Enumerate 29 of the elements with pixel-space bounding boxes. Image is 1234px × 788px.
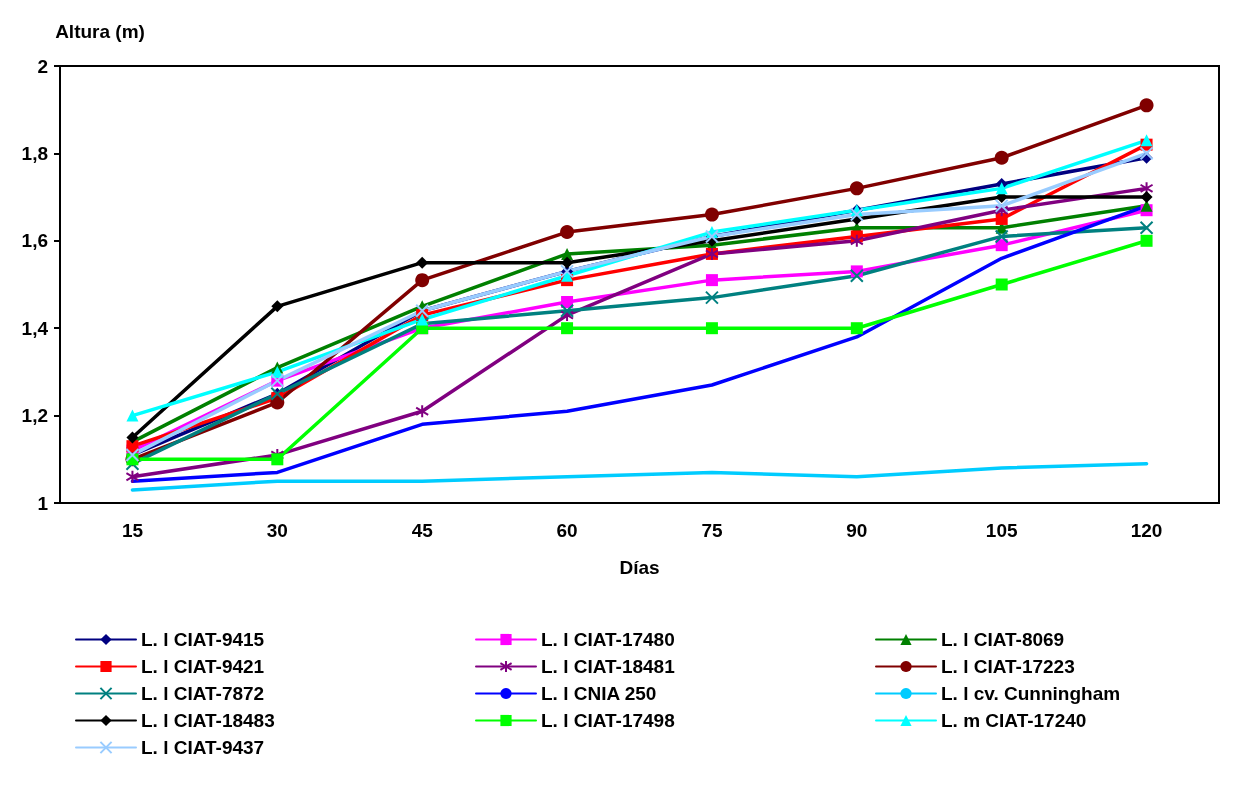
x-tick-label: 45 xyxy=(411,520,434,541)
legend-label: L. l CIAT-17498 xyxy=(541,710,675,731)
y-tick-label: 1,2 xyxy=(21,405,48,427)
legend-label: L. l CIAT-9415 xyxy=(141,629,265,650)
x-tick-label: 60 xyxy=(556,520,578,541)
legend-label: L. l cv. Cunningham xyxy=(941,683,1121,704)
x-tick-label: 105 xyxy=(985,520,1018,541)
legend-label: L. l CIAT-9437 xyxy=(141,737,265,758)
legend-label: L. m CIAT-17240 xyxy=(941,710,1087,731)
x-tick-label: 15 xyxy=(121,520,144,541)
legend-label: L. l CIAT-17223 xyxy=(941,656,1075,677)
legend-label: L. l CIAT-9421 xyxy=(141,656,265,677)
y-tick-label: 1,8 xyxy=(21,142,48,164)
legend-label: L. l CIAT-18481 xyxy=(541,656,676,677)
legend-label: L. l CIAT-17480 xyxy=(541,629,675,650)
x-tick-label: 30 xyxy=(266,520,288,541)
y-tick-label: 2 xyxy=(37,55,48,77)
x-tick-label: 90 xyxy=(846,520,868,541)
legend-label: L. l CIAT-8069 xyxy=(941,629,1065,650)
x-tick-label: 75 xyxy=(701,520,723,541)
legend-label: L. l CIAT-7872 xyxy=(141,683,265,704)
legend-label: L. l CNIA 250 xyxy=(541,683,657,704)
y-axis-title: Altura (m) xyxy=(55,21,145,42)
x-axis-title: Días xyxy=(619,557,660,578)
y-tick-label: 1 xyxy=(37,492,49,514)
y-tick-label: 1,4 xyxy=(21,317,49,339)
x-tick-label: 120 xyxy=(1130,520,1163,541)
legend-label: L. l CIAT-18483 xyxy=(141,710,275,731)
y-tick-label: 1,6 xyxy=(21,230,48,252)
